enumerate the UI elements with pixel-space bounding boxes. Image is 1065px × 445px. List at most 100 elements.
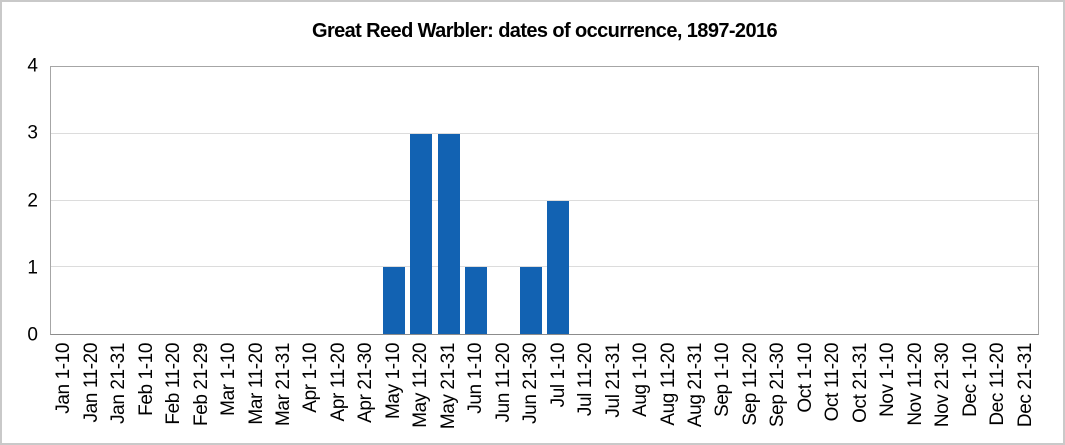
x-tick-cell: Dec 11-20 bbox=[984, 343, 1011, 439]
x-tick-cell: Feb 21-29 bbox=[187, 343, 214, 439]
x-tick-cell: Dec 1-10 bbox=[956, 343, 983, 439]
bar-column bbox=[325, 67, 352, 334]
x-tick-cell: May 11-20 bbox=[407, 343, 434, 439]
x-tick-cell: Feb 1-10 bbox=[132, 343, 159, 439]
bar-column bbox=[599, 67, 626, 334]
gridline bbox=[51, 266, 1038, 268]
x-tick-cell: Apr 21-30 bbox=[352, 343, 379, 439]
bar-column bbox=[216, 67, 243, 334]
bar-column bbox=[243, 67, 270, 334]
x-tick-cell: Jul 11-20 bbox=[572, 343, 599, 439]
x-tick-cell: Sep 1-10 bbox=[709, 343, 736, 439]
x-tick-label: Jan 21-31 bbox=[108, 343, 130, 424]
y-axis: 0 1 2 3 4 bbox=[2, 57, 38, 345]
x-tick-cell: Nov 1-10 bbox=[874, 343, 901, 439]
x-tick-label: Dec 21-31 bbox=[1014, 343, 1036, 428]
x-tick-cell: Dec 21-31 bbox=[1011, 343, 1038, 439]
x-tick-label: Apr 21-30 bbox=[355, 343, 377, 423]
x-tick-label: Jun 11-20 bbox=[492, 343, 514, 423]
bar-column bbox=[133, 67, 160, 334]
x-tick-cell: Nov 21-30 bbox=[929, 343, 956, 439]
bar-jun-1-10 bbox=[465, 267, 487, 334]
x-tick-label: Sep 21-30 bbox=[767, 343, 789, 428]
bar-column bbox=[819, 67, 846, 334]
x-tick-cell: Mar 21-31 bbox=[270, 343, 297, 439]
x-tick-cell: Jun 21-30 bbox=[517, 343, 544, 439]
bar-jul-1-10 bbox=[547, 200, 570, 334]
bar-column bbox=[545, 67, 572, 334]
x-tick-cell: Apr 11-20 bbox=[325, 343, 352, 439]
y-tick-label: 4 bbox=[27, 55, 38, 77]
bar-column bbox=[78, 67, 105, 334]
bar-column bbox=[901, 67, 928, 334]
bar-column bbox=[846, 67, 873, 334]
x-tick-label: Oct 21-31 bbox=[849, 343, 871, 423]
bar-may-11-20 bbox=[410, 133, 433, 334]
x-tick-cell: Sep 21-30 bbox=[764, 343, 791, 439]
bar-column bbox=[353, 67, 380, 334]
x-tick-label: Feb 1-10 bbox=[135, 343, 157, 416]
x-tick-label: Aug 21-31 bbox=[685, 343, 707, 428]
bar-may-21-31 bbox=[437, 133, 460, 334]
x-tick-cell: May 1-10 bbox=[380, 343, 407, 439]
bar-column bbox=[791, 67, 818, 334]
bar-column bbox=[956, 67, 983, 334]
y-tick-label: 3 bbox=[27, 122, 38, 144]
x-tick-label: Mar 21-31 bbox=[272, 343, 294, 426]
x-tick-label: Aug 1-10 bbox=[630, 343, 652, 417]
bar-jun-21-30 bbox=[519, 267, 542, 334]
chart-title: Great Reed Warbler: dates of occurrence,… bbox=[311, 20, 778, 42]
x-tick-cell: Jun 11-20 bbox=[490, 343, 517, 439]
x-tick-label: Mar 1-10 bbox=[218, 343, 240, 416]
x-tick-label: May 11-20 bbox=[410, 343, 432, 428]
x-tick-cell: Mar 11-20 bbox=[242, 343, 269, 439]
bar-column bbox=[462, 67, 489, 334]
x-tick-label: Oct 1-10 bbox=[794, 343, 816, 413]
x-tick-label: Nov 11-20 bbox=[904, 343, 926, 426]
x-tick-label: Jan 1-10 bbox=[53, 343, 75, 414]
x-tick-cell: Apr 1-10 bbox=[297, 343, 324, 439]
x-tick-cell: Jan 11-20 bbox=[77, 343, 104, 439]
bar-column bbox=[106, 67, 133, 334]
x-tick-cell: Feb 11-20 bbox=[160, 343, 187, 439]
bar-column bbox=[572, 67, 599, 334]
y-tick-label: 1 bbox=[27, 257, 38, 279]
plot-area bbox=[50, 66, 1039, 335]
x-tick-label: Apr 1-10 bbox=[300, 343, 322, 413]
y-tick-label: 2 bbox=[27, 190, 38, 211]
bar-column bbox=[737, 67, 764, 334]
x-tick-cell: Oct 1-10 bbox=[792, 343, 819, 439]
bar-column bbox=[874, 67, 901, 334]
bar-column bbox=[51, 67, 78, 334]
x-tick-cell: Jul 1-10 bbox=[544, 343, 571, 439]
x-tick-cell: Jul 21-31 bbox=[599, 343, 626, 439]
x-tick-cell: May 21-31 bbox=[435, 343, 462, 439]
bar-column bbox=[407, 67, 434, 334]
x-tick-label: Mar 11-20 bbox=[245, 343, 267, 425]
x-tick-label: Oct 11-20 bbox=[822, 343, 844, 422]
bar-column bbox=[188, 67, 215, 334]
bar-column bbox=[627, 67, 654, 334]
bar-column bbox=[654, 67, 681, 334]
bar-column bbox=[435, 67, 462, 334]
gridline bbox=[51, 132, 1038, 134]
x-tick-label: Apr 11-20 bbox=[327, 343, 349, 422]
x-tick-cell: Sep 11-20 bbox=[737, 343, 764, 439]
bar-column bbox=[517, 67, 544, 334]
x-tick-cell: Mar 1-10 bbox=[215, 343, 242, 439]
x-tick-label: Aug 11-20 bbox=[657, 343, 679, 426]
y-tick-label: 0 bbox=[27, 324, 38, 346]
bar-column bbox=[161, 67, 188, 334]
bar-column bbox=[709, 67, 736, 334]
x-tick-cell: Jun 1-10 bbox=[462, 343, 489, 439]
bar-column bbox=[490, 67, 517, 334]
gridline bbox=[51, 199, 1038, 201]
bars-layer bbox=[51, 67, 1038, 334]
bar-column bbox=[682, 67, 709, 334]
x-tick-label: Sep 1-10 bbox=[712, 343, 734, 417]
x-axis: Jan 1-10 Jan 11-20 Jan 21-31 Feb 1-10 Feb 11… bbox=[50, 343, 1039, 439]
x-tick-label: Jul 11-20 bbox=[575, 343, 597, 417]
x-tick-label: Jul 1-10 bbox=[547, 343, 569, 408]
x-tick-cell: Oct 21-31 bbox=[847, 343, 874, 439]
